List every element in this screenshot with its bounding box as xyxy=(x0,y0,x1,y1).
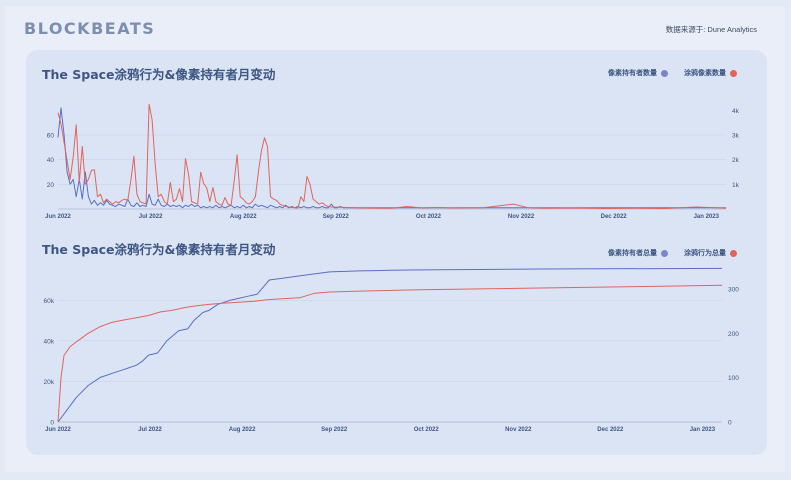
x-tick-label: Nov 2022 xyxy=(505,427,532,433)
y-right-tick-label: 300 xyxy=(728,286,739,293)
y-right-tick-label: 4k xyxy=(732,108,740,115)
y-left-tick-label: 20 xyxy=(47,182,55,189)
y-left-tick-label: 0 xyxy=(50,420,54,427)
x-tick-label: Jun 2022 xyxy=(45,427,71,433)
y-left-tick-label: 40k xyxy=(44,338,55,345)
x-tick-label: Oct 2022 xyxy=(414,427,440,433)
chart-2-legend: 像素持有者总量 涂鸦行为总量 xyxy=(608,248,737,258)
y-right-tick-label: 3k xyxy=(732,133,740,140)
x-tick-label: Sep 2022 xyxy=(321,427,348,433)
y-right-tick-label: 200 xyxy=(728,331,739,338)
legend-dot xyxy=(730,249,737,257)
legend-label: 涂鸦像素数量 xyxy=(684,70,726,77)
series-line-red xyxy=(57,284,723,423)
legend-label: 像素持有者数量 xyxy=(608,70,657,77)
y-right-tick-label: 100 xyxy=(728,375,739,382)
x-tick-label: Sep 2022 xyxy=(323,214,350,220)
x-tick-label: Nov 2022 xyxy=(508,214,535,220)
y-right-tick-label: 1k xyxy=(732,182,740,189)
legend-label: 涂鸦行为总量 xyxy=(684,250,726,257)
chart-2-title: The Space涂鸦行为&像素持有者月变动 xyxy=(42,242,276,257)
x-tick-label: Jan 2023 xyxy=(694,214,720,220)
y-right-tick-label: 0 xyxy=(728,420,732,427)
legend-dot xyxy=(730,69,737,77)
x-tick-label: Aug 2022 xyxy=(230,214,257,220)
legend-dot xyxy=(661,249,668,257)
x-tick-label: Jun 2022 xyxy=(45,214,71,220)
y-left-tick-label: 40 xyxy=(47,157,55,164)
data-source-label: 数据来源于: Dune Analytics xyxy=(665,25,757,34)
chart-1-title: The Space涂鸦行为&像素持有者月变动 xyxy=(42,67,276,82)
x-tick-label: Jan 2023 xyxy=(690,427,716,433)
x-tick-label: Dec 2022 xyxy=(597,427,624,433)
y-left-tick-label: 60k xyxy=(44,298,55,305)
x-tick-label: Dec 2022 xyxy=(601,214,628,220)
series-line-blue xyxy=(57,267,723,423)
x-tick-label: Aug 2022 xyxy=(229,427,256,433)
x-tick-label: Jul 2022 xyxy=(139,214,163,220)
y-left-tick-label: 20k xyxy=(44,379,55,386)
series-line-red xyxy=(57,103,727,209)
x-tick-label: Oct 2022 xyxy=(416,214,442,220)
y-right-tick-label: 2k xyxy=(732,157,740,164)
y-left-tick-label: 60 xyxy=(47,133,55,140)
blockbeats-logo: BLOCKBEATS xyxy=(24,19,156,38)
legend-dot xyxy=(661,69,668,77)
chart-1-legend: 像素持有者数量 涂鸦像素数量 xyxy=(608,68,737,78)
charts-panel xyxy=(26,50,767,455)
x-tick-label: Jul 2022 xyxy=(138,427,162,433)
legend-label: 像素持有者总量 xyxy=(608,250,657,257)
